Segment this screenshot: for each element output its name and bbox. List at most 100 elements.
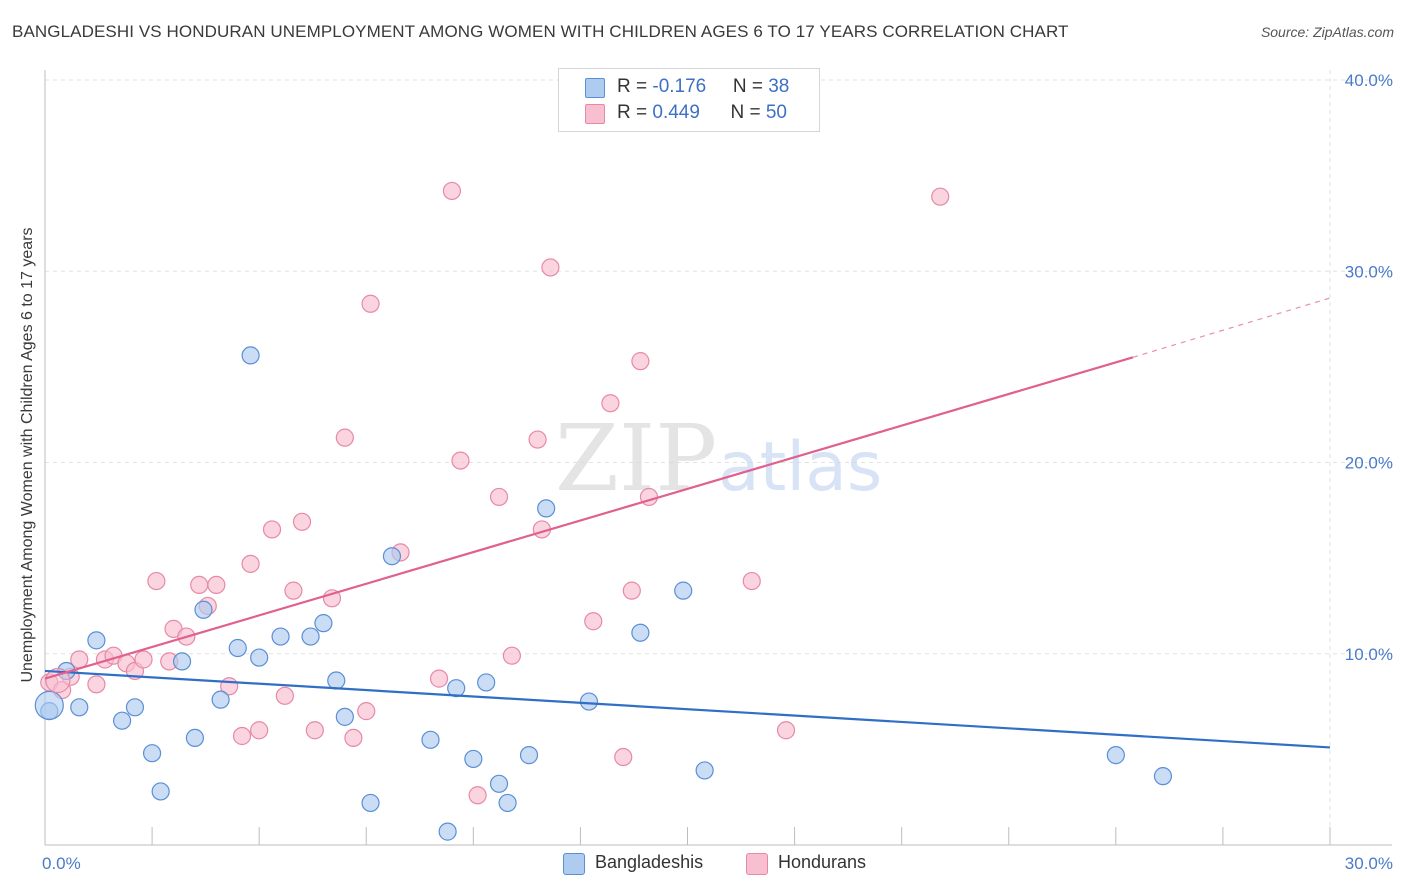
bangladeshi-point [241,346,260,365]
honduran-point [190,575,209,595]
hondurans-swatch [585,104,605,124]
bangladeshi-point [142,744,162,763]
watermark-zip: ZIP [555,405,717,512]
bangladeshis-n-label: N = [732,76,769,97]
honduran-point [631,352,650,371]
honduran-point [207,575,226,595]
bangladeshis-trend-line [44,669,1331,749]
bangladeshi-point [421,730,440,749]
honduran-point [147,571,166,591]
bangladeshis-r-label: R = [617,76,653,97]
data-points [34,181,1173,841]
honduran-point [87,675,106,694]
honduran-point [232,726,252,746]
hondurans-n-value: 50 [765,102,787,123]
chart-title: BANGLADESHI VS HONDURAN UNEMPLOYMENT AMO… [12,22,1069,41]
y-tick-label: 40.0% [1345,71,1393,90]
x-tick-label: 30.0% [1345,854,1393,873]
hondurans-n-label: N = [730,102,766,123]
bangladeshi-point [537,499,556,518]
honduran-point [292,512,312,531]
honduran-point [275,686,294,705]
bangladeshi-point [87,631,106,650]
hondurans-r-label: R = [617,102,653,123]
bangladeshi-point [1106,746,1125,765]
bangladeshi-point [498,793,517,813]
honduran-point [541,258,560,277]
watermark-atlas: atlas [718,428,882,507]
honduran-point [284,581,303,600]
bangladeshi-point [228,638,247,658]
honduran-point [344,728,363,748]
bangladeshi-point [250,648,269,667]
bangladeshi-point [125,698,145,717]
gridlines [45,70,1392,845]
honduran-point [250,721,269,740]
bangladeshi-point [489,774,509,793]
honduran-point [305,721,324,740]
bangladeshi-point [438,822,457,841]
honduran-point [489,487,509,507]
bangladeshi-point [211,690,230,709]
bangladeshi-point [477,673,496,692]
honduran-point [429,669,449,688]
tick-labels: 10.0% 20.0% 30.0% 40.0% 0.0% 30.0% [42,71,1393,873]
hondurans-r-value: 0.449 [652,102,700,123]
bangladeshi-point [314,614,333,633]
bangladeshi-point [301,627,320,646]
bangladeshi-point [185,728,205,748]
bangladeshi-point [382,547,402,566]
bangladeshi-point [519,746,539,765]
bangladeshi-point [464,749,483,769]
bangladeshis-swatch [585,78,605,98]
bangladeshi-point [194,600,213,619]
bangladeshi-point [34,690,64,720]
honduran-point [584,612,603,631]
x-tick-label: 0.0% [42,854,81,873]
honduran-point [776,721,796,740]
honduran-point [361,294,380,313]
bangladeshi-point [327,671,346,690]
honduran-point [335,428,354,447]
honduran-point [601,394,620,413]
source-credit: Source: ZipAtlas.com [1260,24,1394,40]
bangladeshis-r-value: -0.176 [652,76,707,97]
hondurans-legend-swatch [746,853,768,875]
honduran-point [468,786,487,805]
honduran-point [134,650,153,669]
bangladeshi-point [70,698,89,717]
bangladeshi-point [631,623,650,642]
honduran-point [241,554,260,573]
honduran-point [262,520,282,539]
hondurans-trend-extension [1132,297,1331,358]
trend-lines [44,297,1331,749]
bangladeshi-point [361,793,380,813]
bangladeshi-point [1153,767,1173,786]
honduran-point [614,747,633,767]
honduran-point [502,646,521,665]
bangladeshi-point [172,652,192,671]
hondurans-legend-label: Hondurans [778,852,867,872]
bangladeshis-legend-label: Bangladeshis [595,852,704,872]
y-tick-label: 30.0% [1345,262,1393,281]
bangladeshi-point [579,692,599,711]
bangladeshi-point [447,679,466,698]
honduran-point [45,667,71,694]
bangladeshi-point [112,711,132,730]
hondurans-trend-line [44,356,1134,680]
honduran-point [931,187,950,206]
honduran-point [528,430,547,449]
bangladeshis-legend-swatch [563,853,585,875]
bangladeshi-point [271,627,290,646]
bangladeshi-point [335,707,354,726]
bangladeshi-point [151,782,170,801]
bangladeshi-point [674,581,693,600]
y-tick-label: 10.0% [1345,645,1393,664]
honduran-point [451,451,470,470]
honduran-point [622,581,641,600]
honduran-point [442,181,462,201]
y-tick-label: 20.0% [1345,454,1393,473]
bangladeshi-point [695,761,714,780]
stats-legend: R = -0.176 N = 38 R = 0.449 N = 50 [558,68,820,132]
